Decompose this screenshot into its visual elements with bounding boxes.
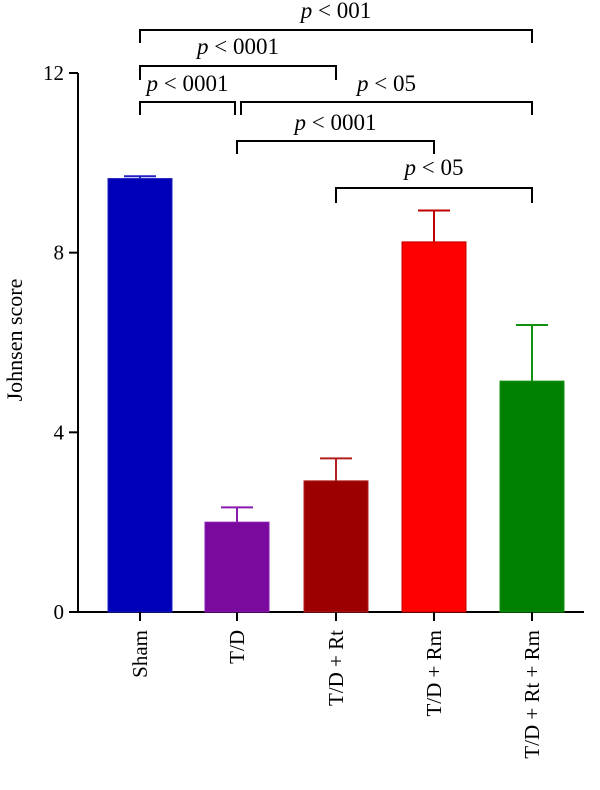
p-threshold: < 001: [312, 0, 371, 23]
p-value-label: p < 001: [299, 0, 371, 23]
bracket-line: [139, 101, 236, 115]
bracket-line: [236, 140, 435, 154]
p-symbol: p: [195, 34, 209, 59]
category-label: T/D + Rt: [324, 630, 348, 706]
y-tick-label: 0: [54, 600, 65, 624]
p-value-label: p < 0001: [145, 71, 229, 96]
p-threshold: < 05: [416, 155, 463, 180]
p-threshold: < 0001: [158, 71, 228, 96]
p-value-label: p < 0001: [195, 34, 279, 59]
bracket-line: [240, 101, 533, 115]
y-tick-label: 4: [54, 420, 65, 444]
y-tick-label: 8: [54, 241, 65, 265]
significance-bracket: p < 05: [240, 71, 533, 115]
bar-2: [303, 480, 369, 613]
significance-bracket: p < 0001: [139, 71, 236, 115]
category-label: T/D: [225, 630, 249, 664]
bracket-line: [139, 65, 337, 80]
p-symbol: p: [403, 155, 417, 180]
bars: [107, 178, 565, 621]
error-bars: [124, 175, 548, 523]
bar-3: [401, 241, 467, 613]
category-labels: Sham T/D T/D + Rt T/D + Rm T/D + Rt + Rm: [128, 630, 544, 759]
y-axis-label: Johnsen score: [2, 279, 27, 402]
p-threshold: < 0001: [209, 34, 279, 59]
bar-0: [107, 178, 173, 613]
y-tick-label: 12: [43, 61, 64, 85]
category-label: Sham: [128, 630, 152, 678]
y-ticks: 0 4 8 12: [43, 61, 78, 624]
p-symbol: p: [355, 71, 369, 96]
category-label: T/D + Rt + Rm: [520, 630, 544, 759]
category-label: T/D + Rm: [422, 630, 446, 717]
bracket-line: [335, 187, 533, 203]
significance-bracket: p < 0001: [139, 34, 337, 80]
p-threshold: < 05: [369, 71, 416, 96]
p-symbol: p: [293, 110, 307, 135]
p-symbol: p: [299, 0, 313, 23]
significance-bracket: p < 0001: [236, 110, 435, 154]
p-symbol: p: [145, 71, 159, 96]
significance-bracket: p < 05: [335, 155, 533, 203]
significance-bracket: p < 001: [139, 0, 533, 43]
p-value-label: p < 0001: [293, 110, 377, 135]
bar-4: [499, 380, 565, 613]
p-threshold: < 0001: [306, 110, 376, 135]
bracket-line: [139, 29, 533, 43]
bar-1: [204, 521, 270, 613]
p-value-label: p < 05: [403, 155, 464, 180]
p-value-label: p < 05: [355, 71, 416, 96]
